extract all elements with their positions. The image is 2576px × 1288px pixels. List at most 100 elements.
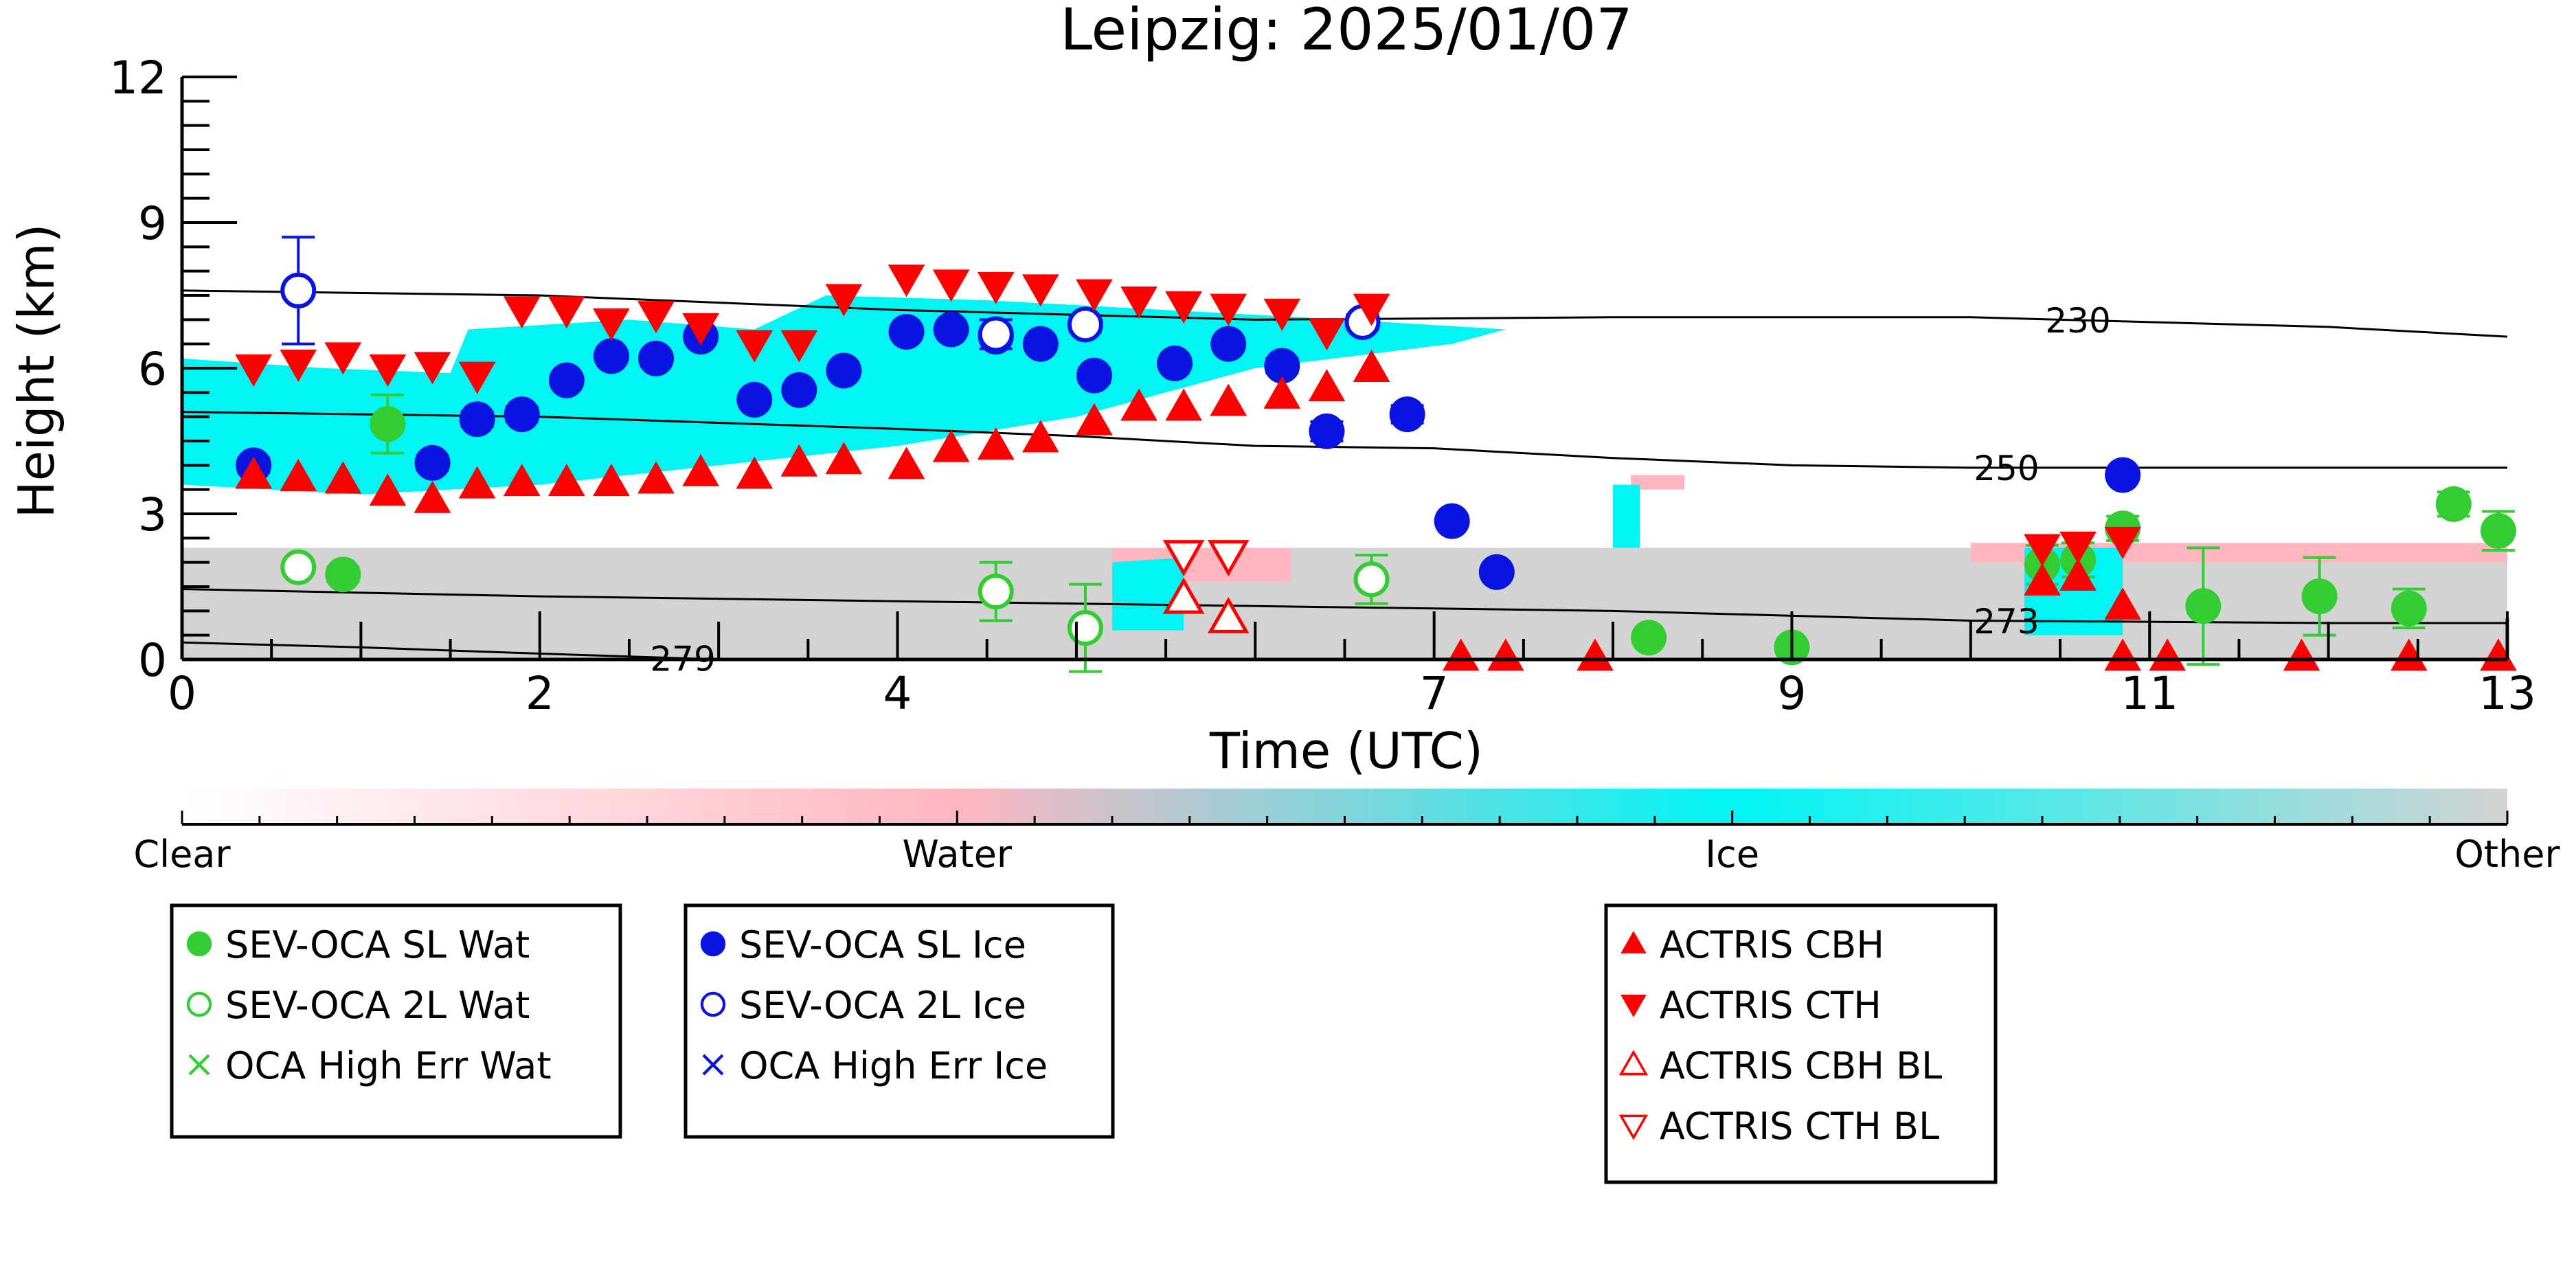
data-point <box>825 442 863 475</box>
contour-label: 250 <box>1974 449 2039 488</box>
marker-shape <box>932 429 970 462</box>
marker-shape <box>2024 534 2061 567</box>
marker-shape <box>325 556 361 593</box>
cloud-region-other <box>182 547 2507 659</box>
marker-shape <box>1353 349 1390 382</box>
marker-shape <box>702 1054 724 1076</box>
data-point <box>1308 318 1346 351</box>
legend-label: OCA High Err Ice <box>739 1044 1048 1087</box>
data-point <box>369 473 407 506</box>
data-point <box>459 401 495 438</box>
data-point <box>932 269 970 302</box>
data-point <box>547 296 585 329</box>
cloud-region-water <box>1631 475 1685 490</box>
data-point <box>888 314 925 350</box>
legend-frame <box>170 903 622 1139</box>
legend-box-1: SEV-OCA SL Wat SEV-OCA 2L Wat OCA High Err… <box>170 903 622 1139</box>
data-point <box>324 342 362 375</box>
marker-shape <box>888 264 925 297</box>
contour-line <box>181 411 2507 469</box>
data-point <box>1577 638 1614 671</box>
data-point <box>1263 376 1301 409</box>
data-point <box>736 456 773 489</box>
x-tick-label: 4 <box>883 667 912 720</box>
marker-shape <box>1620 931 1647 953</box>
data-point <box>2024 563 2061 596</box>
marker-shape <box>1631 620 1667 656</box>
legend-label: SEV-OCA 2L Ice <box>739 984 1026 1027</box>
legend-marker <box>186 991 212 1017</box>
x-tick-label: 9 <box>1777 667 1806 720</box>
marker-shape <box>2104 587 2142 620</box>
data-point <box>593 308 630 341</box>
marker-shape <box>2059 531 2097 564</box>
marker-shape <box>1162 577 1205 614</box>
legend-frame <box>1604 903 1998 1184</box>
marker-shape <box>888 447 925 479</box>
marker-shape <box>369 473 407 506</box>
marker-shape <box>977 427 1015 460</box>
data-point <box>638 340 675 376</box>
data-point <box>1067 306 1103 343</box>
marker-shape <box>1207 596 1250 633</box>
data-point <box>593 338 629 374</box>
marker-shape <box>324 342 362 375</box>
data-point <box>280 272 317 308</box>
legend-marker <box>186 931 212 957</box>
marker-shape <box>825 284 863 317</box>
marker-shape <box>1353 293 1390 326</box>
marker-shape <box>2301 578 2338 615</box>
marker-shape <box>2104 526 2142 559</box>
data-point <box>1067 610 1103 646</box>
plot-area: 230 250 273 2 7 90 3 6 9 12 0 2 4 7 9 11 13 <box>109 52 2536 720</box>
data-point <box>1210 383 1247 416</box>
contour-label: 230 <box>2045 301 2110 341</box>
marker-shape <box>235 456 273 489</box>
legend-label: ACTRIS CBH <box>1660 923 1884 967</box>
marker-shape <box>593 338 629 374</box>
marker-shape <box>1165 388 1203 421</box>
legend-marker <box>1618 1114 1649 1140</box>
data-point <box>1353 561 1390 598</box>
marker-shape <box>978 316 1014 352</box>
marker-shape <box>1022 326 1059 362</box>
data-point <box>280 458 317 491</box>
axes: 0 3 6 9 12 0 2 4 7 9 11 13 <box>109 52 2536 720</box>
marker-shape <box>503 296 541 329</box>
marker-shape <box>2480 512 2516 549</box>
marker-shape <box>235 354 273 387</box>
data-point <box>593 464 630 497</box>
data-point <box>1157 345 1193 381</box>
marker-shape <box>825 442 863 475</box>
legend-label: SEV-OCA 2L Wat <box>225 984 530 1027</box>
marker-shape <box>1442 638 1480 671</box>
series-actris-cbh <box>235 349 2517 671</box>
data-point <box>1487 638 1524 671</box>
data-point <box>280 549 317 585</box>
data-point <box>2185 588 2222 624</box>
marker-shape <box>1389 396 1425 433</box>
data-point <box>1631 620 1667 656</box>
data-point <box>503 296 541 329</box>
data-point <box>458 466 496 499</box>
data-point <box>2480 512 2516 549</box>
data-point <box>547 464 585 497</box>
data-point <box>1165 291 1203 324</box>
data-point <box>1308 369 1346 402</box>
marker-shape <box>1067 306 1103 343</box>
data-point <box>682 313 719 346</box>
y-tick-label: 6 <box>138 343 167 396</box>
data-point <box>825 284 863 317</box>
data-point <box>503 464 541 497</box>
marker-shape <box>1076 279 1113 312</box>
marker-shape <box>459 401 495 438</box>
data-point <box>2435 486 2472 522</box>
marker-shape <box>1263 298 1301 331</box>
x-tick-label: 11 <box>2121 667 2178 720</box>
data-point <box>1353 349 1390 382</box>
legend-marker <box>1620 931 1647 953</box>
legend-marker <box>1620 995 1647 1017</box>
data-point <box>1076 279 1113 312</box>
marker-shape <box>1157 345 1193 381</box>
